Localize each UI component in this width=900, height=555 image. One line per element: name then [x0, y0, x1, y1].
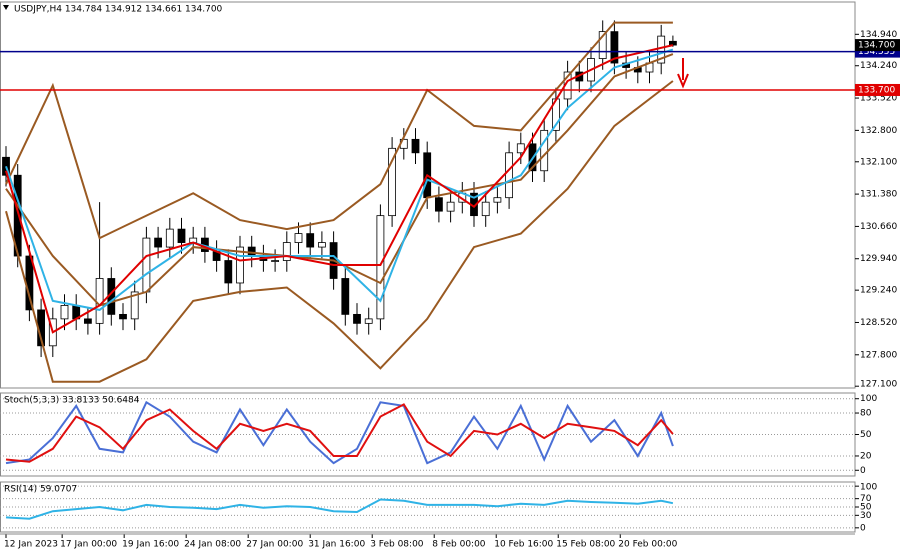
candle-body: [224, 260, 233, 284]
y-tick-label: 132.100: [860, 157, 897, 167]
level-label-box: [855, 83, 900, 96]
candle-body: [481, 201, 490, 217]
candle-body: [294, 233, 303, 243]
x-tick-label: 19 Jan 16:00: [122, 540, 179, 550]
x-tick-label: 20 Feb 00:00: [618, 540, 677, 550]
x-tick-label: 27 Jan 00:00: [246, 540, 303, 550]
y-tick-label: 131.380: [860, 190, 897, 200]
y-tick-label: 100: [860, 394, 877, 404]
candle-body: [516, 143, 525, 154]
y-tick-label: 127.100: [860, 380, 897, 390]
candle-body: [154, 237, 163, 248]
x-tick-label: 24 Jan 08:00: [184, 540, 241, 550]
current-price-label: 134.700: [858, 41, 895, 51]
y-tick-label: 50: [860, 430, 872, 440]
y-tick-label: 0: [860, 523, 866, 533]
candle-body: [60, 305, 69, 320]
current-price-box: [855, 39, 900, 52]
x-tick-label: 17 Jan 00:00: [60, 540, 117, 550]
indicator-line: [5, 498, 674, 520]
candle-body: [610, 31, 619, 64]
candle-body: [376, 215, 385, 320]
candle-body: [236, 246, 244, 284]
candle-body: [353, 313, 361, 324]
y-tick-label: 134.240: [860, 61, 897, 71]
candle-body: [598, 31, 607, 59]
candle-body: [317, 242, 326, 248]
candle-body: [271, 260, 280, 262]
y-tick-label: 133.520: [860, 94, 897, 104]
y-tick-label: 80: [860, 409, 872, 419]
panel-title: Stoch(5,3,3) 33.8133 50.6484: [4, 396, 140, 406]
arrow: [677, 58, 689, 89]
candle-body: [388, 147, 397, 217]
x-tick-label: 12 Jan 2023: [4, 540, 58, 550]
candle-body: [434, 197, 443, 212]
indicator-line: [5, 403, 674, 463]
candle-body: [119, 313, 127, 320]
y-tick-label: 20: [860, 451, 872, 461]
y-tick-label: 129.240: [860, 286, 897, 296]
candle-body: [282, 242, 291, 261]
y-tick-label: 100: [860, 483, 877, 493]
panel-title: USDJPY,H4 134.784 134.912 134.661 134.70…: [14, 5, 223, 15]
panel-frame: [0, 1, 856, 389]
y-tick-label: 50: [860, 503, 872, 513]
menu-triangle: [3, 5, 9, 10]
indicator-line: [5, 48, 674, 311]
y-tick-label: 132.800: [860, 126, 897, 136]
y-tick-label: 130.660: [860, 222, 897, 232]
candle-body: [669, 40, 677, 46]
indicator-line: [5, 80, 674, 383]
level-label: 134.555: [858, 47, 895, 57]
candle-body: [84, 318, 92, 324]
y-tick-label: 134.940: [860, 30, 897, 40]
indicator-line: [5, 53, 674, 307]
x-tick-label: 15 Feb 08:00: [556, 540, 615, 550]
candle-body: [493, 197, 502, 203]
candle-body: [505, 152, 514, 199]
candle-body: [2, 156, 10, 176]
candle-body: [95, 278, 104, 324]
y-tick-label: 128.520: [860, 318, 897, 328]
panel-title: RSI(14) 59.0707: [4, 485, 77, 495]
x-tick-label: 10 Feb 16:00: [494, 540, 553, 550]
candle-body: [177, 228, 186, 243]
level-label: 133.700: [858, 85, 895, 95]
y-tick-label: 0: [860, 466, 866, 476]
indicator-line: [5, 21, 673, 240]
y-tick-label: 30: [860, 511, 872, 521]
candle-body: [411, 138, 420, 154]
y-tick-label: 70: [860, 494, 872, 504]
x-tick-label: 8 Feb 00:00: [432, 540, 486, 550]
candle-body: [165, 228, 174, 248]
candle-body: [364, 318, 373, 324]
x-tick-label: 31 Jan 16:00: [308, 540, 365, 550]
candle-body: [341, 278, 350, 315]
y-tick-label: 129.940: [860, 254, 897, 264]
candle-body: [306, 233, 315, 248]
candle-body: [142, 237, 151, 293]
x-tick-label: 3 Feb 08:00: [370, 540, 424, 550]
y-tick-label: 127.800: [860, 350, 897, 360]
candle-body: [446, 201, 455, 212]
candle-body: [130, 291, 139, 320]
indicator-line: [5, 44, 674, 334]
